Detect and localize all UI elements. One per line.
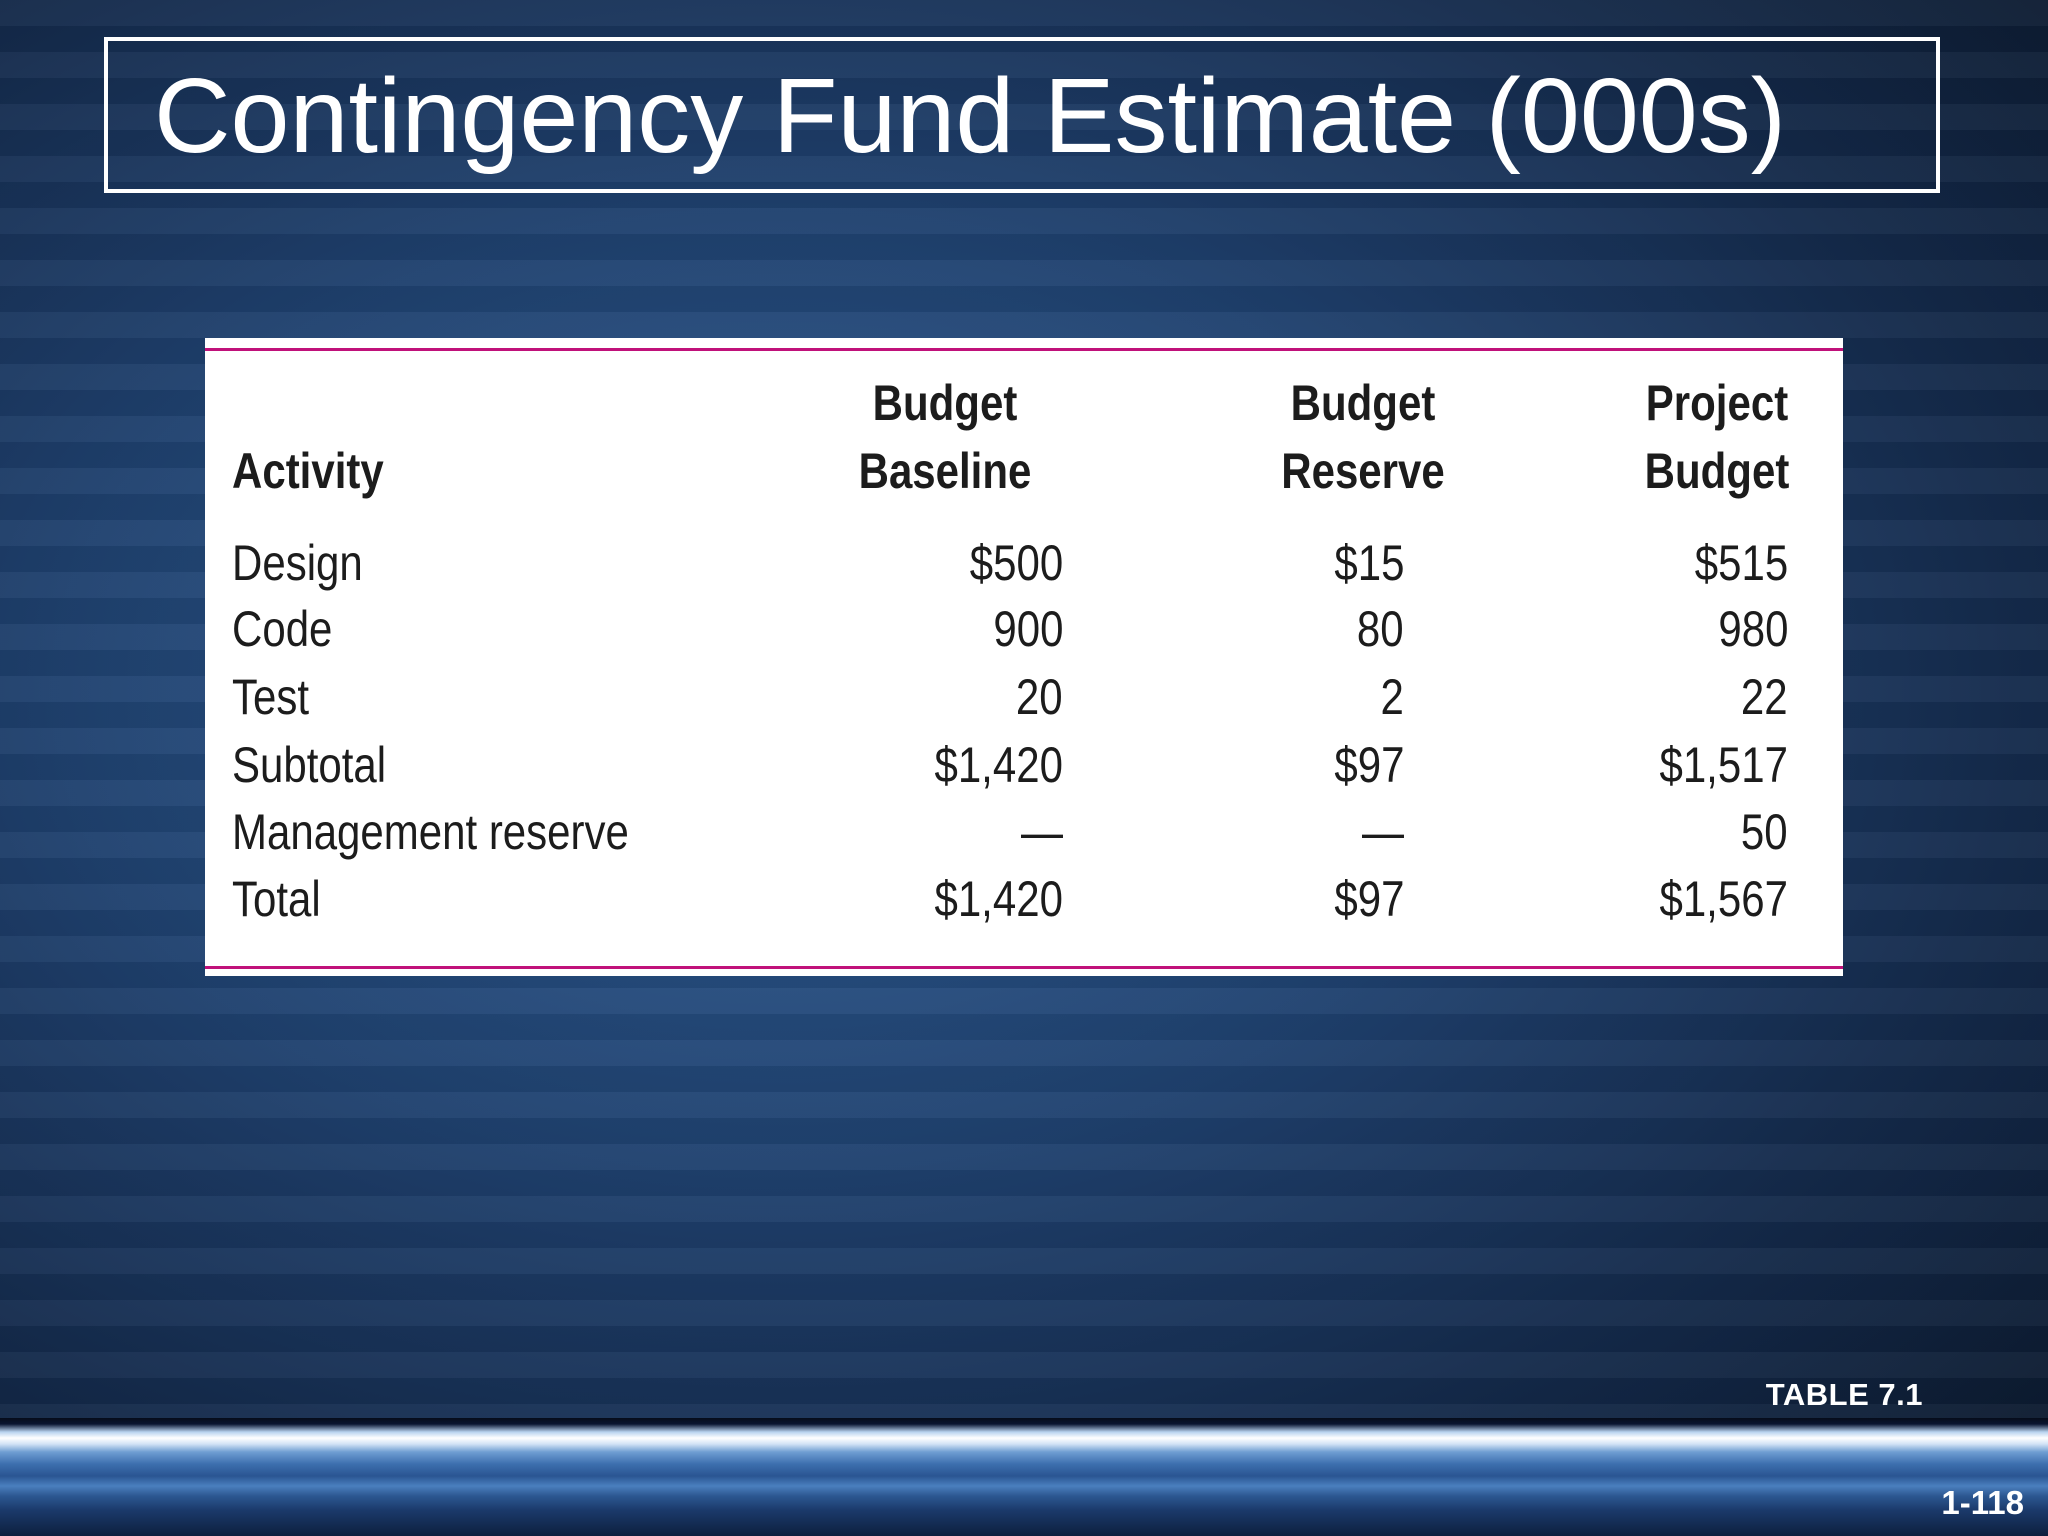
- row-design-reserve: $15: [1333, 535, 1404, 591]
- row-management-reserve-project: 50: [1741, 804, 1788, 860]
- row-design-baseline: $500: [969, 535, 1063, 591]
- row-test-reserve: 2: [1380, 669, 1404, 725]
- page-number: 1-118: [1941, 1484, 2024, 1521]
- row-total-project: $1,567: [1659, 871, 1788, 927]
- footer-bar: [0, 1418, 2048, 1536]
- header-budget-baseline-line1: Budget: [872, 375, 1018, 431]
- header-budget-reserve-line2: Reserve: [1281, 443, 1445, 499]
- row-subtotal-reserve: $97: [1333, 737, 1404, 793]
- row-subtotal-activity: Subtotal: [232, 737, 387, 793]
- header-activity: Activity: [232, 443, 384, 499]
- row-subtotal-baseline: $1,420: [934, 737, 1063, 793]
- row-management-reserve-baseline: —: [1021, 804, 1063, 860]
- row-code-baseline: 900: [992, 601, 1063, 657]
- row-test-project: 22: [1741, 669, 1788, 725]
- row-test-baseline: 20: [1016, 669, 1063, 725]
- header-project-budget-line1: Project: [1645, 375, 1789, 431]
- header-budget-reserve-line1: Budget: [1290, 375, 1436, 431]
- row-total-activity: Total: [232, 871, 321, 927]
- table-caption: TABLE 7.1: [1765, 1377, 1923, 1412]
- row-test-activity: Test: [232, 669, 310, 725]
- table-bottom-rule: [205, 966, 1843, 969]
- row-management-reserve-reserve: —: [1362, 804, 1404, 860]
- row-design-project: $515: [1694, 535, 1788, 591]
- header-project-budget-line2: Budget: [1644, 443, 1790, 499]
- slide-title: Contingency Fund Estimate (000s): [154, 57, 1787, 175]
- row-design-activity: Design: [232, 535, 363, 591]
- slide-title-box: Contingency Fund Estimate (000s): [104, 37, 1940, 193]
- row-code-reserve: 80: [1357, 601, 1404, 657]
- row-management-reserve-activity: Management reserve: [232, 804, 629, 860]
- header-budget-baseline-line2: Baseline: [858, 443, 1032, 499]
- row-code-project: 980: [1717, 601, 1788, 657]
- row-total-baseline: $1,420: [934, 871, 1063, 927]
- table-top-rule: [205, 348, 1843, 351]
- row-code-activity: Code: [232, 601, 333, 657]
- budget-table: Activity Budget Baseline Budget Reserve …: [205, 338, 1843, 976]
- row-subtotal-project: $1,517: [1659, 737, 1788, 793]
- row-total-reserve: $97: [1333, 871, 1404, 927]
